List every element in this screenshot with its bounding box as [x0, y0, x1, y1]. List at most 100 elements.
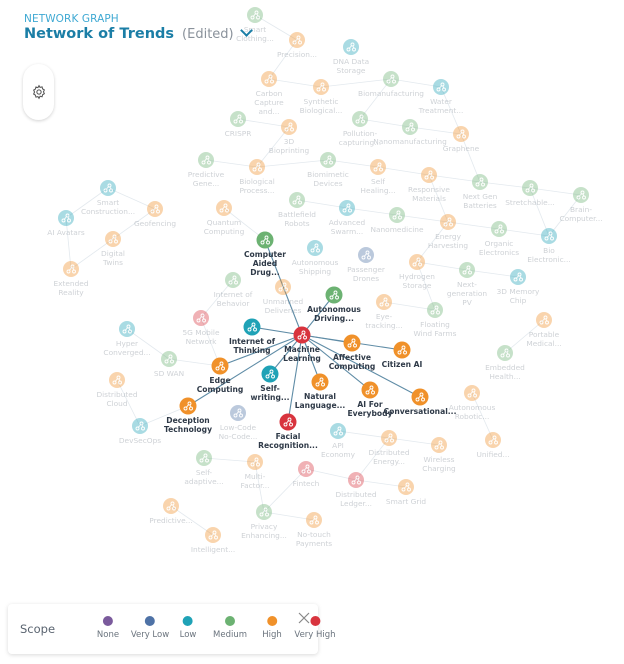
graph-node[interactable]: Stretchable...	[505, 180, 555, 207]
network-icon	[112, 375, 122, 385]
legend-item-high[interactable]: High	[262, 616, 282, 640]
node-circle	[230, 111, 246, 127]
graph-node[interactable]: CRISPR	[225, 111, 252, 138]
graph-node[interactable]: Precision...	[277, 32, 317, 59]
node-circle	[119, 321, 135, 337]
graph-node[interactable]: Facial Recognition...	[258, 413, 318, 451]
graph-node[interactable]: Edge Computing	[197, 357, 244, 395]
graph-node[interactable]: Autonomous Driving...	[307, 286, 361, 324]
graph-node[interactable]: Floating Wind Farms	[414, 302, 457, 338]
network-icon	[247, 322, 257, 332]
graph-node[interactable]: Smart Grid	[386, 479, 427, 506]
graph-node[interactable]: AI Avatars	[47, 210, 85, 237]
graph-node[interactable]: Distributed Cloud	[96, 372, 138, 408]
graph-node[interactable]: Next-generation PV	[447, 262, 488, 307]
graph-node[interactable]: Portable Medical...	[526, 312, 562, 348]
settings-button[interactable]	[23, 64, 54, 120]
graph-node[interactable]: Privacy Enhancing...	[241, 504, 287, 540]
graph-node[interactable]: Synthetic Biological...	[300, 79, 343, 115]
graph-node[interactable]: AI For Everybody	[347, 381, 393, 419]
graph-node[interactable]: Nanomanufacturing	[373, 119, 447, 146]
graph-node[interactable]: Nanomedicine	[370, 207, 424, 234]
graph-node[interactable]: Unmanned Deliveries	[263, 279, 304, 315]
graph-node[interactable]: Carbon Capture and...	[254, 71, 284, 116]
graph-node[interactable]: Organic Electronics	[479, 221, 519, 257]
graph-node[interactable]: Autonomous Shipping	[292, 240, 339, 276]
graph-node[interactable]: Internet of Thinking	[229, 318, 276, 356]
graph-node[interactable]: 5G Mobile Network	[182, 310, 220, 346]
graph-node[interactable]: Eye-tracking...	[365, 294, 403, 330]
graph-edge	[471, 392, 494, 441]
graph-node[interactable]: Water Treatment...	[418, 79, 464, 115]
graph-node[interactable]: Embedded Health...	[485, 345, 525, 381]
graph-node[interactable]: Affective Computing	[329, 334, 376, 372]
graph-node[interactable]: Passenger Drones	[347, 247, 386, 283]
network-icon	[199, 453, 209, 463]
graph-node[interactable]: Fintech	[293, 461, 320, 488]
close-icon[interactable]	[298, 612, 310, 624]
graph-selector[interactable]: Network of Trends (Edited)	[24, 24, 253, 42]
graph-node[interactable]: Graphene	[443, 126, 480, 153]
graph-node[interactable]: Biological Process...	[239, 159, 275, 195]
graph-node[interactable]: Computer Aided Drug...	[244, 231, 286, 278]
graph-edge	[187, 334, 303, 407]
network-icon	[539, 315, 549, 325]
graph-node[interactable]: Self-writing...	[250, 365, 290, 403]
network-icon	[228, 275, 238, 285]
graph-node[interactable]: Energy Harvesting	[428, 214, 469, 250]
graph-node[interactable]: Hyper Converged...	[103, 321, 151, 357]
graph-node[interactable]: DNA Data Storage	[333, 39, 369, 75]
graph-node[interactable]: Smart Construction...	[81, 180, 135, 216]
graph-node[interactable]: Hydrogen Storage	[399, 254, 435, 290]
graph-node[interactable]: Conversational...	[384, 388, 457, 417]
graph-node[interactable]: SD WAN	[154, 351, 184, 378]
graph-node[interactable]: API Economy	[321, 423, 356, 459]
graph-node[interactable]: 3D Bioprinting	[269, 119, 310, 155]
graph-node[interactable]: Machine Learning	[283, 326, 321, 364]
graph-node[interactable]: Digital Twins	[101, 231, 125, 267]
graph-node[interactable]: Brain-Computer...	[559, 187, 603, 223]
graph-node[interactable]: Wireless Charging	[422, 437, 456, 473]
graph-node[interactable]: Predictive Gene...	[188, 152, 225, 188]
graph-node[interactable]: Unified...	[476, 432, 510, 459]
graph-node[interactable]: Low-Code No-Code...	[219, 405, 258, 441]
graph-node[interactable]: Biomanufacturing	[358, 71, 424, 98]
graph-node[interactable]: Self Healing...	[360, 159, 396, 195]
graph-node[interactable]: Autonomous Robotic...	[449, 385, 496, 421]
graph-node[interactable]: Multi-Factor...	[241, 454, 270, 490]
legend-item-none[interactable]: None	[97, 616, 119, 640]
node-label: Nanomanufacturing	[373, 137, 447, 146]
legend-item-low[interactable]: Low	[180, 616, 196, 640]
graph-node[interactable]: Biomimetic Devices	[307, 152, 349, 188]
graph-node[interactable]: Natural Language...	[295, 373, 346, 411]
graph-node[interactable]: Next Gen Batteries	[463, 174, 498, 210]
graph-node[interactable]: Pollution-capturing...	[339, 111, 381, 147]
graph-node[interactable]: Responsive Materials	[408, 167, 450, 203]
chevron-down-icon[interactable]	[239, 24, 253, 37]
node-circle	[163, 498, 179, 514]
graph-node[interactable]: Bio Electronic...	[527, 228, 571, 264]
legend-item-very-low[interactable]: Very Low	[131, 616, 169, 640]
graph-node[interactable]: Geofencing	[134, 201, 176, 228]
graph-node[interactable]: Deception Technology	[164, 397, 212, 435]
graph-node[interactable]: Internet of Behavior	[214, 272, 253, 308]
graph-node[interactable]: Self-adaptive...	[184, 450, 224, 486]
graph-node[interactable]: Extended Reality	[53, 261, 89, 297]
graph-node[interactable]: Quantum Computing	[204, 200, 245, 236]
graph-node[interactable]: No-touch Payments	[296, 512, 332, 548]
graph-node[interactable]: Intelligent...	[191, 527, 235, 554]
graph-node[interactable]: Battlefield Robots	[278, 192, 316, 228]
graph-node[interactable]: Smart Clothing...	[236, 7, 274, 43]
legend-item-medium[interactable]: Medium	[213, 616, 247, 640]
node-label: Internet of Behavior	[214, 290, 253, 308]
graph-node[interactable]: Predictive...	[149, 498, 193, 525]
node-circle	[225, 272, 241, 288]
graph-node[interactable]: Citizen AI	[382, 341, 423, 370]
legend-item-very-high[interactable]: Very High	[294, 616, 336, 640]
graph-node[interactable]: 3D Memory Chip	[497, 269, 540, 305]
graph-node[interactable]: DevSecOps	[119, 418, 161, 445]
graph-node[interactable]: Distributed Energy...	[368, 430, 410, 466]
graph-node[interactable]: Distributed Ledger...	[335, 472, 377, 508]
graph-node[interactable]: Advanced Swarm...	[329, 200, 366, 236]
